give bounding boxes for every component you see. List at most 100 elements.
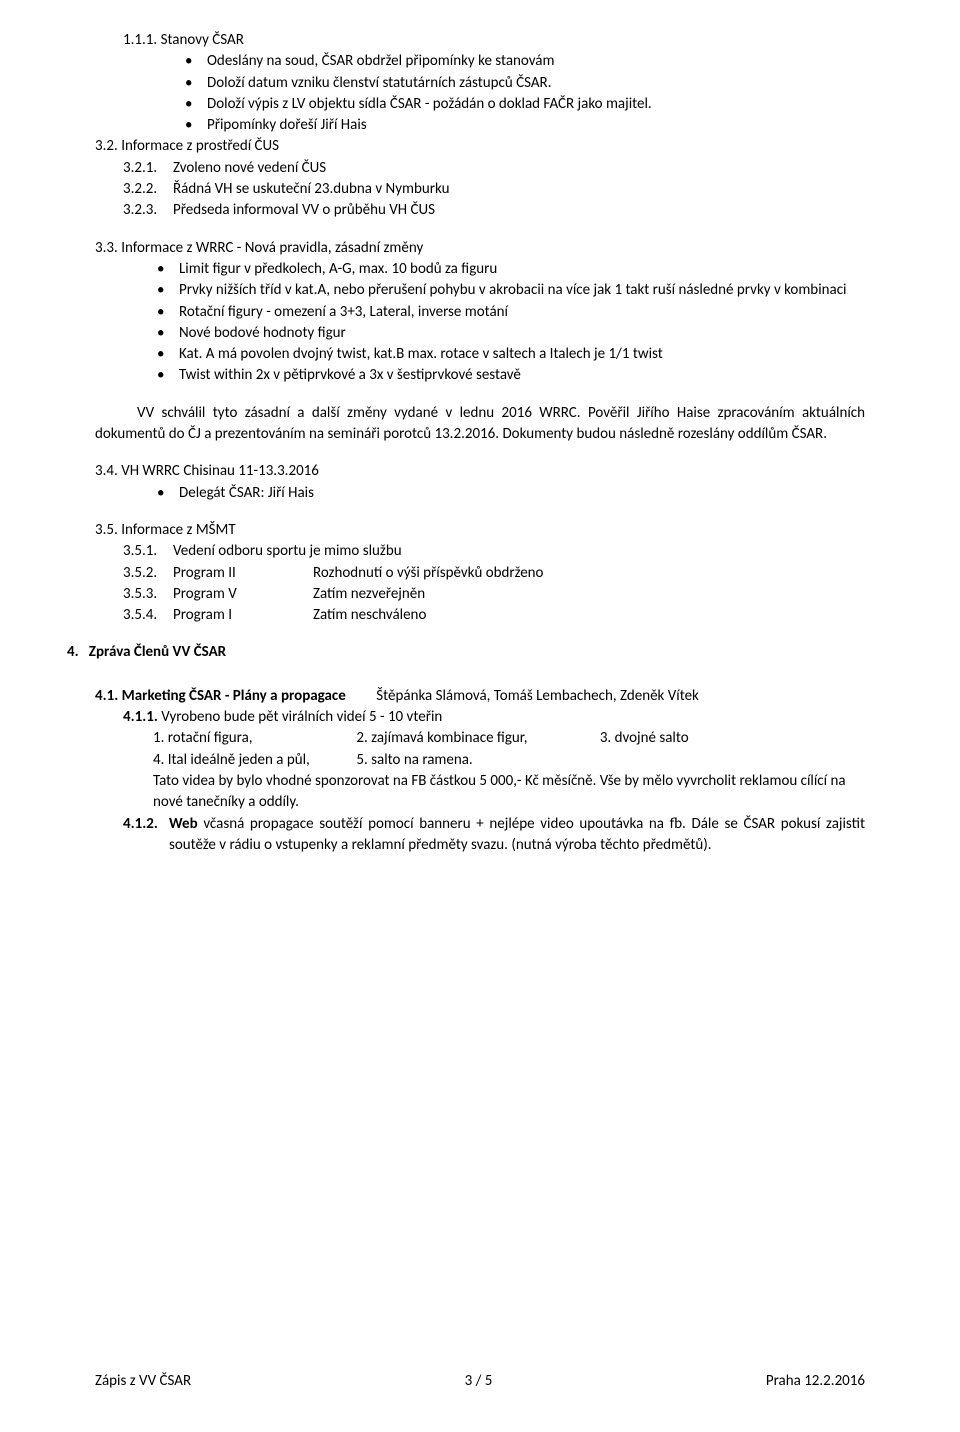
numbered-item: 3.5.1. Vedení odboru sportu je mimo služ… — [123, 541, 865, 562]
bullet-item: • Nové bodové hodnoty figur — [151, 323, 865, 344]
bullet-text: Twist within 2x v pětiprvkové a 3x v šes… — [179, 365, 865, 386]
item-program: Program II — [173, 563, 313, 584]
bullet-item: • Doloží datum vzniku členství statutárn… — [179, 73, 865, 94]
bullet-text: Delegát ČSAR: Jiří Hais — [179, 483, 865, 504]
bullet-text: Kat. A má povolen dvojný twist, kat.B ma… — [179, 344, 865, 365]
bullet-icon: • — [179, 94, 207, 115]
paragraph: VV schválil tyto zásadní a další změny v… — [95, 403, 865, 446]
bullet-item: • Rotační figury - omezení a 3+3, Latera… — [151, 302, 865, 323]
footer-left: Zápis z VV ČSAR — [95, 1371, 191, 1392]
video-item: 5. salto na ramena. — [356, 751, 472, 769]
item-text: Vyrobeno bude pět virálních videí 5 - 10… — [161, 708, 442, 726]
item-program: Program V — [173, 584, 313, 605]
section-1-1-1-heading: 1.1.1. Stanovy ČSAR — [123, 30, 865, 51]
section-title: Informace z prostředí ČUS — [121, 137, 279, 155]
section-title: Marketing ČSAR - Plány a propagace — [122, 687, 346, 705]
bullet-text: Prvky nižších tříd v kat.A, nebo přeruše… — [179, 280, 865, 301]
bullet-text: Rotační figury - omezení a 3+3, Lateral,… — [179, 302, 865, 323]
footer-right: Praha 12.2.2016 — [766, 1371, 865, 1392]
item-number: 3.5.4. — [123, 605, 173, 626]
section-number: 3.3. — [95, 239, 118, 257]
video-list-row: 1. rotační figura, 2. zajímavá kombinace… — [153, 728, 865, 749]
section-title: Informace z MŠMT — [121, 521, 236, 539]
video-item: 2. zajímavá kombinace figur, — [356, 728, 596, 749]
footer-page: 3 / 5 — [465, 1371, 493, 1392]
bullet-icon: • — [179, 51, 207, 72]
bullet-text: Limit figur v předkolech, A-G, max. 10 b… — [179, 259, 865, 280]
page-footer: Zápis z VV ČSAR 3 / 5 Praha 12.2.2016 — [95, 1371, 865, 1392]
section-title: Informace z WRRC - Nová pravidla, zásadn… — [121, 239, 423, 257]
section-3-4-heading: 3.4. VH WRRC Chisinau 11-13.3.2016 — [95, 461, 865, 482]
bullet-icon: • — [151, 483, 179, 504]
bullet-icon: • — [151, 302, 179, 323]
bullet-icon: • — [179, 115, 207, 136]
item-text: Rozhodnutí o výši příspěvků obdrženo — [313, 563, 865, 584]
bullet-icon: • — [151, 365, 179, 386]
item-number: 4.1.1. — [123, 708, 158, 726]
item-body: včasná propagace soutěží pomocí banneru … — [169, 815, 865, 854]
section-3-5-heading: 3.5. Informace z MŠMT — [95, 520, 865, 541]
section-title: Stanovy ČSAR — [161, 31, 244, 49]
section-number: 3.2. — [95, 137, 118, 155]
item-program: Program I — [173, 605, 313, 626]
bullet-item: • Limit figur v předkolech, A-G, max. 10… — [151, 259, 865, 280]
section-names: Štěpánka Slámová, Tomáš Lembachech, Zden… — [376, 687, 699, 705]
bullet-icon: • — [179, 73, 207, 94]
bullet-text: Doloží datum vzniku členství statutárníc… — [207, 73, 865, 94]
section-number: 3.5. — [95, 521, 118, 539]
item-text: Web včasná propagace soutěží pomocí bann… — [169, 814, 865, 857]
bullet-item: • Prvky nižších tříd v kat.A, nebo přeru… — [151, 280, 865, 301]
section-4-1-heading: 4.1. Marketing ČSAR - Plány a propagace … — [95, 686, 865, 707]
bullet-icon: • — [151, 259, 179, 280]
bullet-text: Nové bodové hodnoty figur — [179, 323, 865, 344]
section-title: VH WRRC Chisinau 11-13.3.2016 — [121, 462, 319, 480]
item-text: Vedení odboru sportu je mimo službu — [173, 541, 402, 562]
bullet-text: Odeslány na soud, ČSAR obdržel připomínk… — [207, 51, 865, 72]
document-page: 1.1.1. Stanovy ČSAR • Odeslány na soud, … — [0, 0, 960, 1432]
bullet-icon: • — [151, 280, 179, 301]
item-number: 3.5.2. — [123, 563, 173, 584]
note-text: Tato videa by bylo vhodné sponzorovat na… — [153, 771, 865, 814]
bullet-item: • Delegát ČSAR: Jiří Hais — [151, 483, 865, 504]
numbered-item: 3.2.1. Zvoleno nové vedení ČUS — [123, 158, 865, 179]
bullet-text: Připomínky dořeší Jiří Hais — [207, 115, 865, 136]
item-number: 3.2.3. — [123, 200, 173, 221]
section-number: 1.1.1. — [123, 31, 157, 49]
item-text: Řádná VH se uskuteční 23.dubna v Nymburk… — [173, 179, 450, 200]
bullet-icon: • — [151, 344, 179, 365]
video-item: 4. Ital ideálně jeden a půl, — [153, 750, 353, 771]
numbered-item: 4.1.1. Vyrobeno bude pět virálních videí… — [123, 707, 865, 728]
item-number: 3.2.1. — [123, 158, 173, 179]
section-number: 4.1. — [95, 687, 118, 705]
numbered-item: 3.2.2. Řádná VH se uskuteční 23.dubna v … — [123, 179, 865, 200]
video-list-row: 4. Ital ideálně jeden a půl, 5. salto na… — [153, 750, 865, 771]
bullet-item: • Připomínky dořeší Jiří Hais — [179, 115, 865, 136]
bullet-icon: • — [151, 323, 179, 344]
item-number: 4.1.2. — [123, 814, 169, 857]
item-number: 3.5.3. — [123, 584, 173, 605]
bullet-item: • Doloží výpis z LV objektu sídla ČSAR -… — [179, 94, 865, 115]
numbered-item: 3.5.4. Program I Zatím neschváleno — [123, 605, 865, 626]
item-text: Zatím nezveřejněn — [313, 584, 865, 605]
numbered-item: 3.2.3. Předseda informoval VV o průběhu … — [123, 200, 865, 221]
bullet-item: • Kat. A má povolen dvojný twist, kat.B … — [151, 344, 865, 365]
item-number: 3.5.1. — [123, 541, 173, 562]
numbered-item: 3.5.3. Program V Zatím nezveřejněn — [123, 584, 865, 605]
bullet-item: • Odeslány na soud, ČSAR obdržel připomí… — [179, 51, 865, 72]
section-number: 3.4. — [95, 462, 118, 480]
bullet-text: Doloží výpis z LV objektu sídla ČSAR - p… — [207, 94, 865, 115]
video-item: 1. rotační figura, — [153, 728, 353, 749]
numbered-item: 3.5.2. Program II Rozhodnutí o výši přís… — [123, 563, 865, 584]
section-title: Zpráva Členů VV ČSAR — [89, 643, 226, 661]
section-3-3-heading: 3.3. Informace z WRRC - Nová pravidla, z… — [95, 238, 865, 259]
item-text: Zvoleno nové vedení ČUS — [173, 158, 326, 179]
item-lead: Web — [169, 815, 198, 833]
item-text: Předseda informoval VV o průběhu VH ČUS — [173, 200, 435, 221]
bullet-item: • Twist within 2x v pětiprvkové a 3x v š… — [151, 365, 865, 386]
section-number: 4. — [67, 643, 79, 661]
item-number: 3.2.2. — [123, 179, 173, 200]
section-3-2-heading: 3.2. Informace z prostředí ČUS — [95, 136, 865, 157]
numbered-item: 4.1.2. Web včasná propagace soutěží pomo… — [123, 814, 865, 857]
item-text: Zatím neschváleno — [313, 605, 865, 626]
video-item: 3. dvojné salto — [600, 729, 689, 747]
